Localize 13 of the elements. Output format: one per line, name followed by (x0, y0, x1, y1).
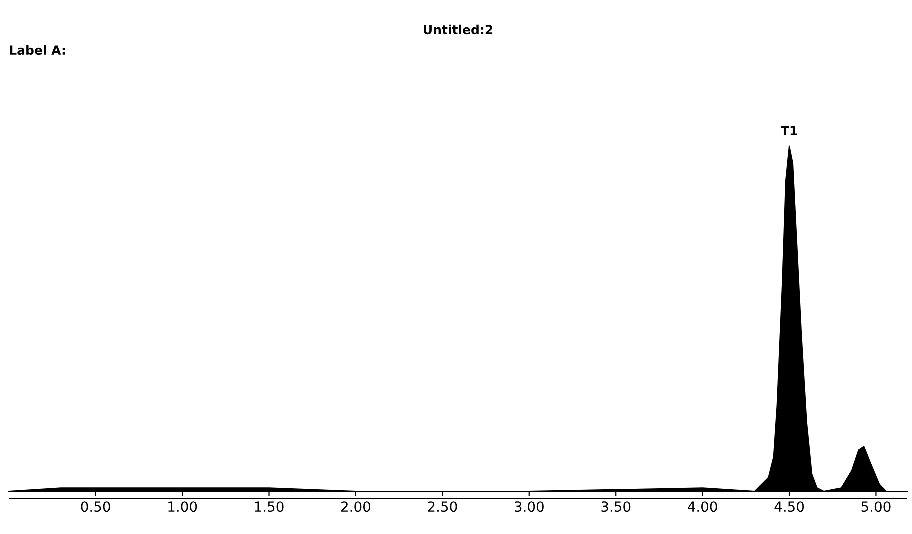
text: Label A: (10, 45, 66, 56)
x-tick-label: 1.50 (255, 502, 284, 512)
annotation: T1 (780, 126, 798, 136)
x-tick-label: 0.50 (81, 502, 110, 512)
x-tick-label: 3.50 (602, 502, 631, 512)
x-tick-label: 4.50 (774, 502, 804, 512)
x-tick-label: 2.50 (428, 502, 458, 512)
chart-title: Untitled:2 (424, 24, 493, 35)
x-tick-label: 4.00 (688, 502, 718, 512)
x-tick-label: 3.00 (514, 502, 544, 512)
x-tick-label: 1.00 (168, 502, 198, 512)
x-tick-label: 2.00 (342, 502, 370, 512)
x-tick-label: 5.00 (862, 502, 891, 512)
